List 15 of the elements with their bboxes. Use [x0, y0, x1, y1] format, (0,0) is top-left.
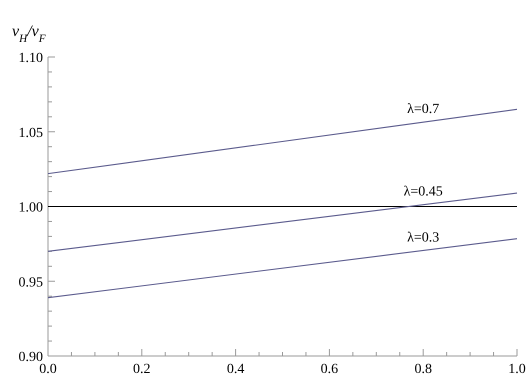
series-label: λ=0.7 — [407, 102, 440, 118]
y-tick-label: 1.00 — [18, 200, 43, 216]
y-tick-label: 0.95 — [18, 275, 43, 290]
x-tick-label: 0.2 — [133, 362, 151, 377]
series-label: λ=0.3 — [407, 230, 440, 246]
x-tick-label: 1.0 — [508, 362, 526, 377]
x-tick-label: 0.0 — [39, 362, 57, 377]
y-tick-label: 0.90 — [18, 350, 43, 365]
y-tick-label: 1.05 — [18, 126, 43, 141]
x-tick-label: 0.8 — [414, 362, 432, 377]
y-axis-title: v$_{H}$/v$_{F}$ — [12, 23, 46, 45]
x-tick-label: 0.4 — [226, 362, 244, 377]
y-tick-label: 1.10 — [18, 51, 43, 66]
series-label: λ=0.45 — [404, 184, 443, 200]
x-tick-label: 0.6 — [320, 362, 338, 377]
